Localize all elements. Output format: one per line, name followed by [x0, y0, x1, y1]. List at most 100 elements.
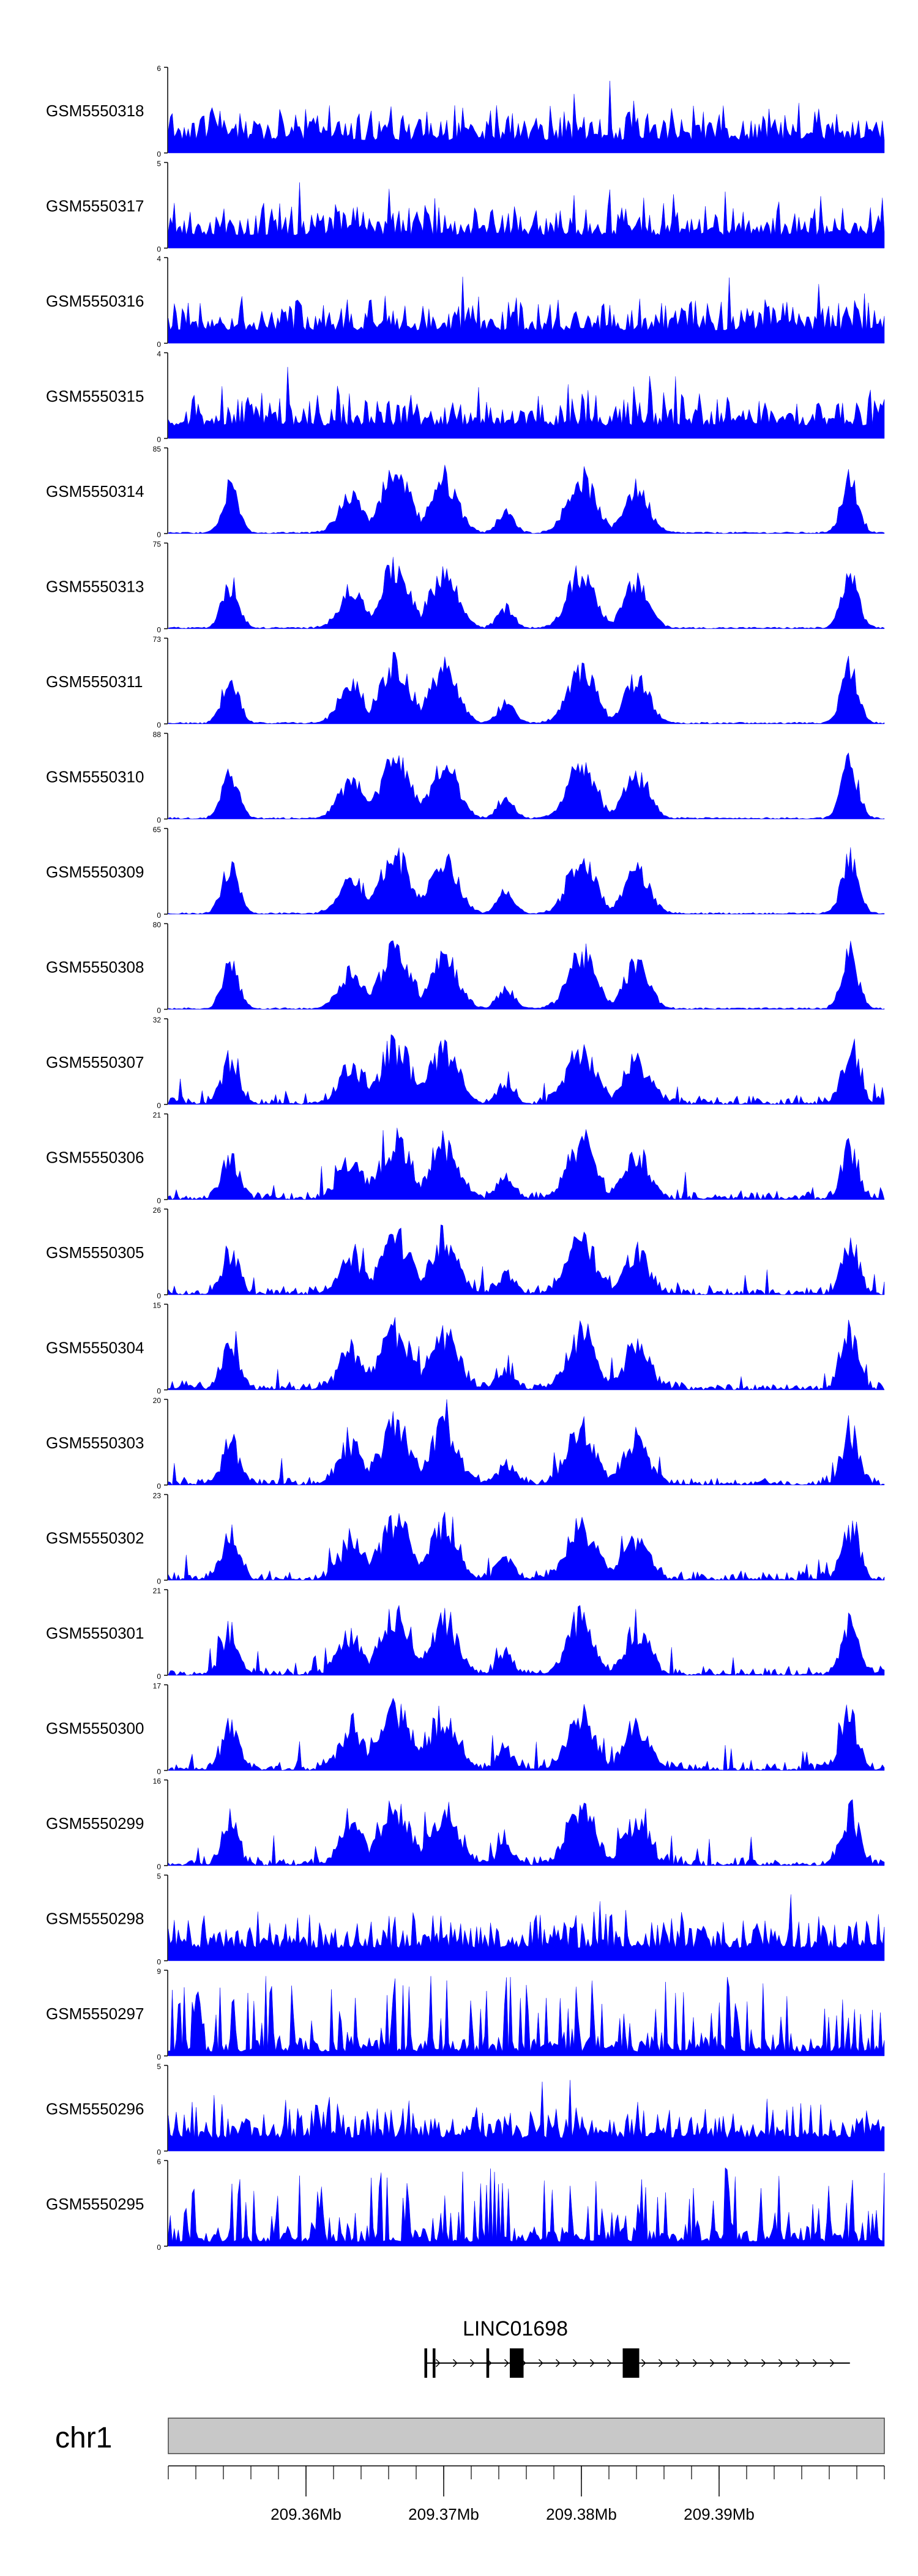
y-tick-label: 4 [157, 350, 161, 359]
strand-arrow [829, 2359, 835, 2367]
strand-arrow [538, 2359, 543, 2367]
strand-arrow [795, 2359, 800, 2367]
strand-arrow [692, 2359, 698, 2367]
y-tick-label: 0 [157, 436, 161, 444]
y-tick-label: 0 [157, 1387, 161, 1396]
gene-label: LINC01698 [463, 2317, 568, 2340]
track-GSM5550315: GSM5550315 4 0 [46, 350, 885, 444]
track-label: GSM5550311 [46, 672, 143, 691]
y-tick-label: 32 [153, 1016, 162, 1024]
track-label: GSM5550295 [46, 2195, 144, 2213]
y-tick-label: 0 [157, 1482, 161, 1491]
track-GSM5550316: GSM5550316 4 0 [46, 255, 885, 349]
y-tick-label: 0 [157, 2053, 161, 2061]
strand-arrow [709, 2359, 715, 2367]
y-tick-label: 17 [153, 1682, 162, 1691]
track-label: GSM5550305 [46, 1243, 144, 1262]
y-tick-label: 9 [157, 1967, 161, 1976]
track-label: GSM5550299 [46, 1814, 144, 1833]
y-tick-label: 5 [157, 1872, 161, 1881]
track-label: GSM5550309 [46, 863, 144, 881]
signal-area [168, 182, 885, 248]
signal-area [168, 1317, 885, 1390]
y-tick-label: 0 [157, 1292, 161, 1300]
track-GSM5550304: GSM5550304 15 0 [46, 1301, 885, 1396]
y-tick-label: 0 [157, 340, 161, 349]
signal-area [168, 277, 885, 344]
y-tick-label: 21 [153, 1587, 162, 1595]
y-tick-label: 6 [157, 64, 161, 73]
track-GSM5550295: GSM5550295 6 0 [46, 2157, 885, 2252]
y-tick-label: 15 [153, 1301, 162, 1310]
strand-arrow [812, 2359, 818, 2367]
track-label: GSM5550310 [46, 768, 144, 786]
strand-arrow [504, 2359, 509, 2367]
y-tick-label: 6 [157, 2157, 161, 2166]
y-tick-label: 20 [153, 1396, 162, 1405]
track-label: GSM5550316 [46, 292, 144, 310]
signal-area [168, 1224, 885, 1295]
y-tick-label: 0 [157, 150, 161, 158]
strand-arrow [761, 2359, 766, 2367]
y-tick-label: 0 [157, 1958, 161, 1967]
y-tick-label: 5 [157, 2063, 161, 2071]
track-GSM5550311: GSM5550311 73 0 [46, 635, 885, 729]
track-GSM5550310: GSM5550310 88 0 [46, 731, 885, 825]
gene-exon [510, 2348, 524, 2378]
strand-arrow [778, 2359, 783, 2367]
track-GSM5550305: GSM5550305 26 0 [46, 1206, 885, 1300]
track-label: GSM5550296 [46, 2100, 144, 2118]
y-tick-label: 0 [157, 1197, 161, 1205]
signal-area [168, 1976, 885, 2057]
signal-area [168, 2167, 885, 2247]
y-tick-label: 73 [153, 635, 162, 644]
signal-area [168, 557, 885, 629]
track-label: GSM5550317 [46, 197, 144, 215]
track-GSM5550297: GSM5550297 9 0 [46, 1967, 885, 2061]
track-GSM5550298: GSM5550298 5 0 [46, 1872, 885, 1967]
track-GSM5550302: GSM5550302 23 0 [46, 1492, 885, 1586]
x-tick-label: 209.38Mb [546, 2505, 617, 2523]
track-label: GSM5550315 [46, 387, 144, 406]
x-tick-label: 209.36Mb [271, 2505, 341, 2523]
y-tick-label: 0 [157, 626, 161, 635]
y-tick-label: 0 [157, 2243, 161, 2252]
track-label: GSM5550297 [46, 2005, 144, 2023]
track-GSM5550318: GSM5550318 6 0 [46, 64, 885, 158]
gene-exon [424, 2348, 427, 2378]
track-GSM5550313: GSM5550313 75 0 [46, 540, 885, 635]
track-GSM5550309: GSM5550309 65 0 [46, 825, 885, 920]
y-tick-label: 0 [157, 1863, 161, 1871]
track-label: GSM5550318 [46, 102, 144, 120]
x-tick-label: 209.37Mb [408, 2505, 479, 2523]
signal-area [168, 81, 885, 154]
signal-area [168, 1511, 885, 1581]
y-tick-label: 4 [157, 255, 161, 263]
strand-arrow [452, 2359, 458, 2367]
track-GSM5550303: GSM5550303 20 0 [46, 1396, 885, 1491]
gene-exon [486, 2348, 490, 2378]
signal-area [168, 652, 885, 724]
track-GSM5550306: GSM5550306 21 0 [46, 1111, 885, 1205]
track-GSM5550301: GSM5550301 21 0 [46, 1587, 885, 1681]
strand-arrow [572, 2359, 578, 2367]
y-tick-label: 26 [153, 1206, 162, 1215]
signal-area [168, 1128, 885, 1201]
y-tick-label: 0 [157, 530, 161, 539]
y-tick-label: 5 [157, 160, 161, 168]
track-GSM5550314: GSM5550314 85 0 [46, 445, 885, 539]
strand-arrow [744, 2359, 749, 2367]
signal-area [168, 1034, 885, 1105]
gene-exon [622, 2348, 640, 2378]
signal-area [168, 752, 885, 819]
y-tick-label: 65 [153, 825, 162, 834]
y-tick-label: 23 [153, 1492, 162, 1500]
signal-area [168, 1697, 885, 1771]
y-tick-label: 75 [153, 540, 162, 549]
gene-exon [433, 2348, 436, 2378]
y-tick-label: 88 [153, 731, 162, 739]
strand-arrow [641, 2359, 646, 2367]
strand-arrow [606, 2359, 612, 2367]
signal-area [168, 1799, 885, 1866]
track-label: GSM5550302 [46, 1529, 144, 1547]
